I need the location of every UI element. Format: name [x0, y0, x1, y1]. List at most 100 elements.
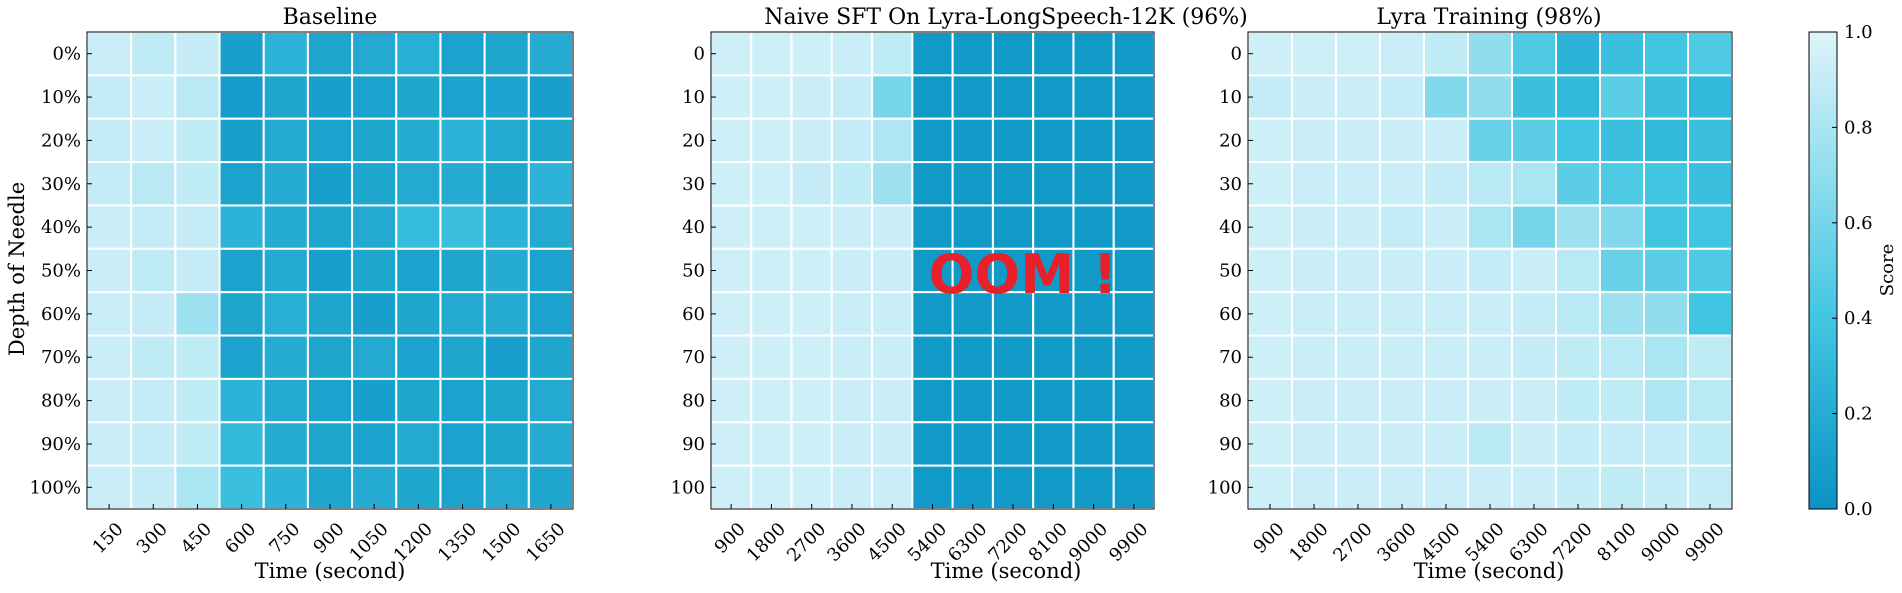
heatmap-cell [483, 291, 530, 337]
heatmap-cell [991, 421, 1035, 467]
heatmap-cell [86, 117, 133, 164]
heatmap-cell [1291, 291, 1337, 337]
heatmap-cell [1291, 204, 1337, 250]
heatmap-cell [710, 421, 753, 467]
heatmap-cell [951, 161, 994, 207]
heatmap-panel-naive-sft: Naive SFT On Lyra-LongSpeech-12K (96%) 0… [671, 5, 1248, 583]
heatmap-cell [710, 334, 753, 380]
heatmap-cell [871, 31, 914, 77]
heatmap-cell [306, 334, 354, 380]
heatmap-cell [174, 247, 221, 294]
heatmap-cell [750, 31, 793, 77]
heatmap-cell [1032, 161, 1075, 207]
heatmap-cell [1687, 204, 1733, 250]
heatmap-cell [306, 31, 354, 77]
heatmap-cell [1643, 204, 1689, 250]
heatmap-cell [1643, 421, 1689, 467]
heatmap-cell [262, 247, 309, 294]
chart-title: Lyra Training (98%) [1376, 5, 1601, 30]
heatmap-cell [218, 117, 265, 164]
heatmap-cell [710, 204, 753, 250]
heatmap-cell [1599, 74, 1645, 120]
heatmap-cell [439, 421, 486, 467]
heatmap-cell [130, 247, 177, 294]
heatmap-cell [1467, 247, 1513, 294]
heatmap-cell [483, 247, 530, 294]
heatmap-cell [1247, 247, 1293, 294]
colorbar-tick-label: 0.4 [1844, 308, 1873, 329]
heatmap-cell [174, 161, 221, 207]
heatmap-cell [86, 464, 133, 511]
heatmap-cell [871, 117, 914, 164]
heatmap-cell [527, 291, 575, 337]
heatmap-cell [1335, 31, 1381, 77]
heatmap-cell [830, 377, 874, 424]
heatmap-cell [1247, 377, 1293, 424]
heatmap-cell [911, 31, 954, 77]
heatmap-cell [750, 161, 793, 207]
heatmap-cell [174, 204, 221, 250]
heatmap-cell [483, 204, 530, 250]
heatmap-cell [1379, 334, 1425, 380]
y-tick-label: 90 [1219, 434, 1242, 455]
y-tick-label: 70 [1219, 347, 1242, 368]
heatmap-cell [750, 334, 793, 380]
heatmap-cell [1643, 464, 1689, 511]
heatmap-cell [439, 377, 486, 424]
heatmap-cell [1643, 334, 1689, 380]
heatmap-cell [1511, 204, 1557, 250]
heatmap-cell [1687, 117, 1733, 164]
heatmap-cell [991, 31, 1035, 77]
heatmap-cell [130, 464, 177, 511]
heatmap-cell [1687, 74, 1733, 120]
heatmap-cell [790, 161, 833, 207]
heatmap-cell [750, 247, 793, 294]
heatmap-cell [1511, 464, 1557, 511]
heatmap-cell [527, 377, 575, 424]
heatmap-cell [1599, 464, 1645, 511]
colorbar-gradient [1808, 31, 1838, 510]
heatmap-cell [911, 161, 954, 207]
heatmap-cells [1247, 31, 1733, 511]
heatmap-cell [1112, 464, 1155, 511]
heatmap-cell [830, 204, 874, 250]
heatmap-cell [790, 31, 833, 77]
heatmap-cell [218, 421, 265, 467]
x-tick-label: 300 [133, 519, 172, 558]
heatmap-cell [911, 74, 954, 120]
heatmap-cell [527, 334, 575, 380]
chart-title: Baseline [283, 5, 378, 30]
heatmap-cell [911, 117, 954, 164]
plot-frame [710, 31, 1155, 510]
x-tick-label: 1800 [743, 519, 790, 566]
y-tick-label: 30% [41, 174, 81, 195]
heatmap-cell [1643, 377, 1689, 424]
y-tick-label: 60 [682, 304, 705, 325]
heatmap-cell [527, 74, 575, 120]
heatmap-cell [991, 74, 1035, 120]
heatmap-cell [1335, 421, 1381, 467]
heatmap-cell [1687, 31, 1733, 77]
heatmap-cell [174, 74, 221, 120]
heatmap-cell [1423, 421, 1469, 467]
heatmap-cell [1379, 247, 1425, 294]
heatmap-cell [1511, 247, 1557, 294]
heatmap-cell [1247, 204, 1293, 250]
heatmap-cell [130, 31, 177, 77]
heatmap-cell [790, 334, 833, 380]
heatmap-cell [1291, 247, 1337, 294]
heatmap-cell [395, 204, 442, 250]
heatmap-cell [1555, 204, 1601, 250]
heatmap-cell [1291, 334, 1337, 380]
heatmap-cell [306, 464, 354, 511]
plot-frame [1247, 31, 1733, 510]
heatmap-cell [951, 421, 994, 467]
heatmap-cell [395, 334, 442, 380]
y-tick-labels: 0% 10% 20% 30% 40% 50% 60% 70% 80% 90% 100% [30, 44, 92, 498]
heatmap-cell [1467, 117, 1513, 164]
heatmap-cell [1032, 74, 1075, 120]
heatmap-cell [871, 334, 914, 380]
heatmap-cell [218, 31, 265, 77]
heatmap-cell [1247, 334, 1293, 380]
x-tick-label: 600 [221, 519, 260, 558]
